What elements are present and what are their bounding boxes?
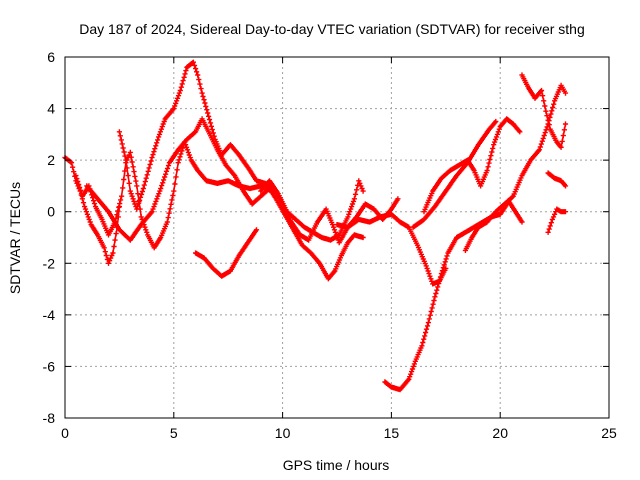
x-tick-label: 15 <box>384 425 400 441</box>
chart-title: Day 187 of 2024, Sidereal Day-to-day VTE… <box>79 21 585 37</box>
series-track-1 <box>62 155 122 266</box>
axis-ticks: 0 5 10 15 20 25 -8 -6 -4 -2 0 2 4 6 <box>43 49 617 441</box>
x-axis-label: GPS time / hours <box>283 457 390 473</box>
series-track-8 <box>382 198 525 393</box>
series-markers <box>193 227 260 279</box>
series-line <box>86 118 364 280</box>
x-tick-label: 0 <box>61 425 69 441</box>
series-markers <box>84 116 366 282</box>
series-markers <box>545 170 569 189</box>
series-track-13 <box>545 170 569 189</box>
y-tick-label: -4 <box>43 307 56 323</box>
series-markers <box>334 211 449 287</box>
series-line <box>194 229 258 277</box>
x-tick-label: 10 <box>275 425 291 441</box>
series-track-6 <box>258 178 366 243</box>
series-track-12 <box>519 72 569 150</box>
y-axis-label: SDTVAR / TECUs <box>7 182 23 294</box>
series-markers <box>382 198 525 393</box>
series-track-4 <box>84 116 366 282</box>
series-markers <box>116 59 401 246</box>
series-line <box>384 200 523 391</box>
plot-border <box>64 56 610 419</box>
y-tick-label: -8 <box>43 410 56 426</box>
y-tick-label: 2 <box>47 152 55 168</box>
x-tick-label: 25 <box>601 425 617 441</box>
series-markers <box>545 206 569 235</box>
series-track-14 <box>545 206 569 235</box>
series-track-11 <box>462 82 569 253</box>
series-track-7 <box>334 211 449 287</box>
grid <box>65 57 609 418</box>
x-tick-label: 20 <box>492 425 508 441</box>
series-markers <box>410 118 499 230</box>
y-tick-label: -2 <box>43 255 56 271</box>
series-track-5 <box>193 227 260 279</box>
x-tick-label: 5 <box>170 425 178 441</box>
y-tick-label: 4 <box>47 101 55 117</box>
series-markers <box>258 178 366 243</box>
y-tick-label: -6 <box>43 358 56 374</box>
y-tick-label: 6 <box>47 49 55 65</box>
series-track-3 <box>116 59 401 246</box>
series-markers <box>462 82 569 253</box>
series-layer <box>62 59 569 393</box>
series-track-10 <box>410 118 499 230</box>
y-tick-label: 0 <box>47 204 55 220</box>
series-markers <box>519 72 569 150</box>
